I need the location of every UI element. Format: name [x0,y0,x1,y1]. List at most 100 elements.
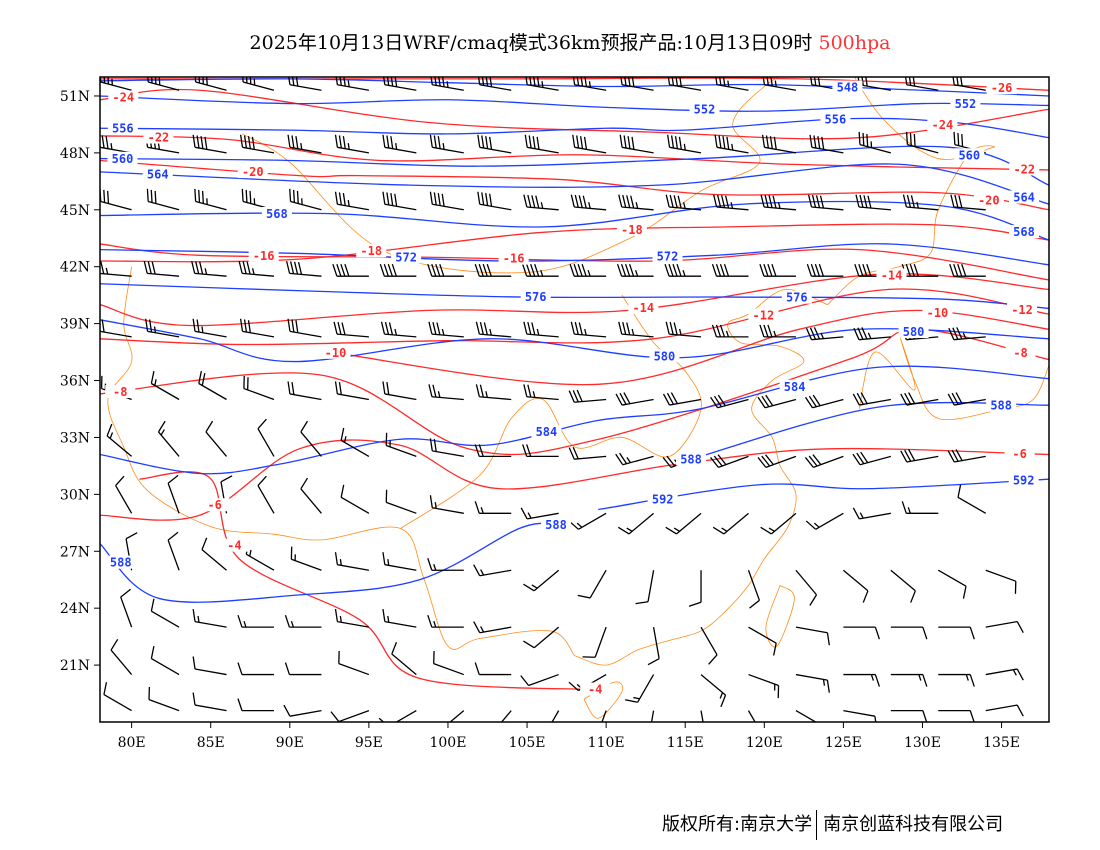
wind-barb [237,614,274,628]
borders-layer [107,77,1049,719]
temperature-contour-label: -22 [148,131,170,145]
wind-barb [582,626,607,658]
lon-tick-label: 85E [197,735,225,751]
wind-barb [474,662,512,676]
temperature-contour-label: -12 [1011,303,1033,317]
wind-barb [662,392,702,406]
wind-barb [150,598,180,628]
height-label-bg [649,349,680,363]
height-contour-label: 568 [266,207,288,221]
wind-barb [115,475,133,514]
wind-barb [379,263,417,277]
height-contour-label: 588 [990,399,1012,413]
wind-barb [332,263,369,277]
wind-barb [647,627,660,666]
height-label-bg [779,379,810,393]
wind-barb [950,194,986,211]
border-coast [574,289,828,666]
wind-barb [948,327,986,341]
wind-barb [382,552,417,571]
height-contour-label: 588 [110,556,132,570]
wind-barb [474,501,512,514]
wind-barb [761,134,797,154]
height-contour-label: 592 [1013,474,1035,488]
wind-barb [427,614,464,628]
wind-barb [198,370,227,401]
temperature-label-bg [108,90,139,104]
height-label-bg [520,290,551,304]
height-label-bg [531,425,562,439]
border-provinces [400,294,702,529]
wind-barb [382,191,417,211]
wind-barb [429,191,464,211]
wind-barb [522,263,559,277]
wind-barb [617,512,655,535]
wind-barb [338,650,370,676]
wind-barb [523,626,560,649]
temperature-label-bg [616,222,647,236]
wind-barb [760,512,797,535]
wind-barb [284,614,322,628]
wind-barb [572,77,607,91]
lon-tick-label: 80E [118,735,146,751]
lat-tick-label: 33N [60,430,90,446]
wind-barb [524,134,559,154]
temperature-label-bg [973,193,1004,207]
height-contour-label: 556 [825,112,847,126]
wind-barb [760,194,796,211]
wind-barb [238,260,275,277]
wind-barb [855,194,891,211]
wind-barb [100,261,132,277]
wind-barb [952,77,986,91]
wind-barb [757,394,797,409]
temperature-label-bg [876,268,907,282]
temperature-contour [100,439,1049,521]
wind-barb [385,432,417,458]
height-label-bg [1009,190,1040,204]
wind-barb [635,570,655,605]
temperature-label-bg [498,251,529,265]
height-contour-label: 552 [955,97,977,111]
lat-tick-label: 36N [60,374,90,390]
wind-barb [806,263,844,277]
temperature-contour-label: -6 [207,498,221,512]
wind-barb [618,194,654,211]
lat-tick-label: 48N [60,146,90,162]
temperature-contour-label: -12 [753,309,775,323]
contour-labels: 548 552 552 556 556 560 560 564 564 568 568 572 572 5… [105,80,1040,697]
wind-barb [568,446,607,460]
wind-barb [120,588,133,628]
wind-barb [900,449,939,463]
height-label-bg [676,452,707,466]
height-label-bg [652,249,683,263]
wind-barb [890,626,928,640]
height-label-bg [954,148,985,162]
wind-barb [947,392,986,406]
temperature-label-bg [105,385,136,399]
height-contour [100,145,1049,186]
height-contour-label: 588 [680,452,702,466]
temperature-contour-label: -16 [503,252,525,266]
wind-barb [257,475,275,514]
temperature-contour-label: -24 [932,118,954,132]
lon-tick-label: 135E [983,735,1020,751]
lat-tick-label: 45N [60,203,90,219]
height-label-bg [261,207,292,221]
wind-barb [525,77,559,91]
footer-divider [816,810,818,840]
wind-barb [147,77,180,91]
wind-barb [477,191,512,211]
lon-tick-label: 120E [746,735,783,751]
wind-barb [902,194,939,211]
wind-barb [618,321,654,338]
temperature-contour-label: -26 [991,81,1013,95]
copyright-left: 版权所有:南京大学 [662,814,813,835]
wind-barb [804,454,844,468]
wind-barb [711,324,749,338]
wind-barb [242,77,275,91]
wind-barb [568,512,607,530]
wind-barb [428,321,464,338]
wind-barb [100,135,132,154]
wind-barb [475,321,512,338]
wind-barb [523,194,559,211]
